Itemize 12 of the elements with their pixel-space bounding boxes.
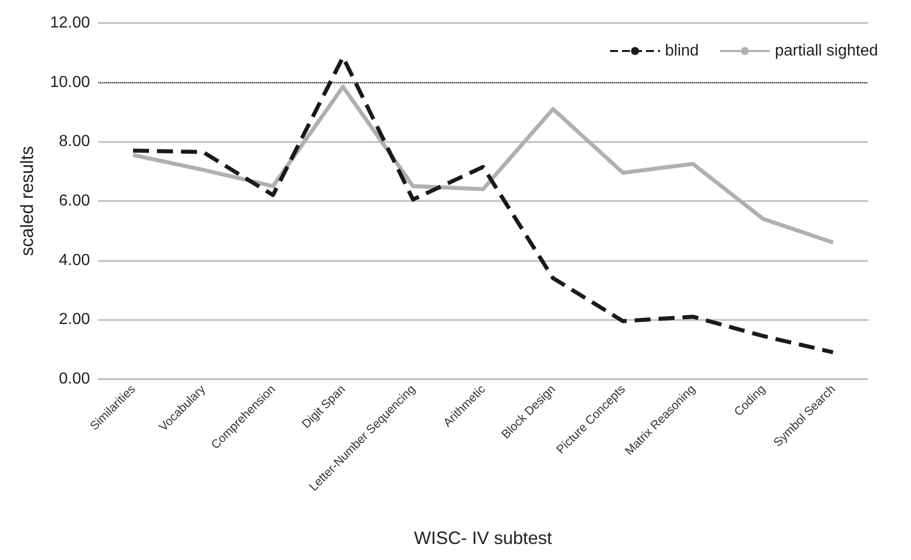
y-tick-label: 4.00 bbox=[58, 252, 90, 269]
y-axis-title: scaled results bbox=[17, 146, 37, 256]
y-tick-label: 2.00 bbox=[58, 311, 90, 328]
y-tick-label: 10.00 bbox=[50, 74, 90, 91]
y-tick-label: 0.00 bbox=[58, 370, 90, 388]
legend-label: partiall sighted bbox=[774, 42, 878, 60]
line-series bbox=[131, 84, 835, 245]
y-tick-label: 8.00 bbox=[58, 133, 90, 150]
y-tick-label: 12.00 bbox=[50, 14, 90, 32]
legend-label: blind bbox=[665, 42, 699, 60]
x-axis-title: WISC- IV subtest bbox=[414, 528, 552, 548]
y-tick-label: 6.00 bbox=[58, 192, 90, 210]
